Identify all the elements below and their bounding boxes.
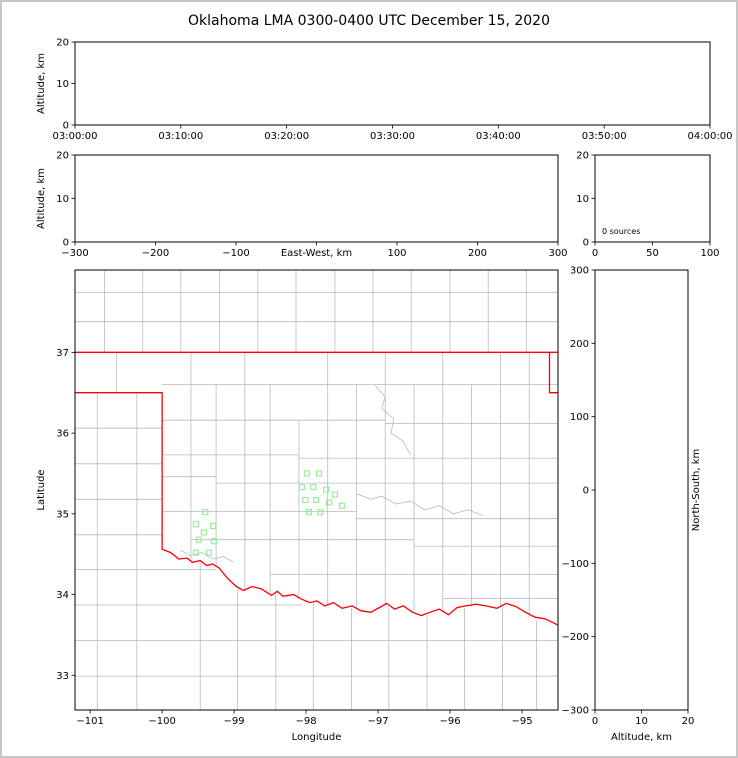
station-marker	[331, 491, 338, 498]
y-tick-label: 0	[583, 238, 589, 249]
x-tick-label: 03:30:00	[370, 131, 415, 142]
station-marker	[192, 549, 199, 556]
station-marker	[202, 509, 209, 516]
x-tick-label: −300	[61, 248, 88, 259]
x-tick-label: −96	[439, 716, 460, 727]
panel-ns-height: 0 10 20 300 200 100 0 −100 −200 −300 Altitude, km N…	[562, 266, 702, 744]
x-tick-label: 0	[592, 248, 598, 259]
x-tick-label: 50	[646, 248, 659, 259]
x-tick-label: 03:20:00	[264, 131, 309, 142]
x-tick-label: −100	[222, 248, 249, 259]
y-tick-label: 37	[56, 348, 69, 359]
county-boundary	[356, 493, 483, 516]
figure-title: Oklahoma LMA 0300-0400 UTC December 15, …	[188, 13, 550, 29]
y-tick-label: 10	[56, 79, 69, 90]
x-tick-label: 20	[682, 716, 695, 727]
x-tick-label: −95	[511, 716, 532, 727]
map-layers	[75, 270, 558, 710]
source-count-annotation: 0 sources	[602, 227, 640, 236]
axes-frame	[74, 41, 711, 126]
station-marker	[313, 497, 320, 504]
x-axis-label: East-West, km	[281, 248, 352, 259]
x-tick-label: 200	[468, 248, 487, 259]
y-axis-label: Latitude	[36, 469, 47, 510]
axes-frame	[74, 154, 559, 243]
station-marker	[326, 499, 333, 506]
station-marker	[210, 522, 217, 529]
state-boundary	[548, 352, 558, 394]
y-tick-label: 33	[56, 671, 69, 682]
y-tick-label: −300	[562, 706, 589, 717]
y-tick-label: −200	[562, 632, 589, 643]
y-axis-label: Altitude, km	[36, 53, 47, 114]
station-marker	[323, 486, 330, 493]
y-tick-label: −100	[562, 559, 589, 570]
panel-time-height: 03:00:00 03:10:00 03:20:00 03:30:00 03:40:00…	[36, 38, 732, 143]
x-tick-label: −99	[224, 716, 245, 727]
station-marker	[192, 521, 199, 528]
y-tick-label: 300	[570, 266, 589, 277]
x-tick-label: 100	[700, 248, 719, 259]
y-tick-label: 20	[56, 151, 69, 162]
y-tick-label: 36	[56, 429, 69, 440]
station-marker	[317, 509, 324, 516]
y-tick-label: 0	[63, 121, 69, 132]
x-tick-label: −101	[76, 716, 103, 727]
station-marker	[310, 484, 317, 491]
station-marker	[205, 549, 212, 556]
y-tick-label: 10	[56, 194, 69, 205]
x-tick-label: −100	[148, 716, 175, 727]
y-axis-label: North-South, km	[691, 449, 702, 532]
station-marker	[298, 484, 305, 491]
station-marker	[210, 538, 217, 545]
x-axis-label: Longitude	[292, 732, 342, 743]
y-tick-label: 200	[570, 339, 589, 350]
x-tick-label: 0	[592, 716, 598, 727]
y-tick-label: 34	[56, 590, 69, 601]
x-tick-label: 03:40:00	[476, 131, 521, 142]
y-tick-label: 20	[576, 151, 589, 162]
x-tick-label: −97	[367, 716, 388, 727]
station-marker	[195, 536, 202, 543]
x-tick-label: 03:00:00	[53, 131, 98, 142]
y-tick-label: 0	[583, 486, 589, 497]
x-tick-label: −200	[142, 248, 169, 259]
y-tick-label: 10	[576, 194, 589, 205]
station-marker	[305, 509, 312, 516]
y-tick-label: 100	[570, 412, 589, 423]
x-tick-label: 03:50:00	[582, 131, 627, 142]
county-boundary	[374, 384, 411, 456]
panel-source-histogram: 0 50 100 0 10 20 0 sources	[576, 151, 719, 260]
station-marker	[315, 470, 323, 477]
panel-ew-height: −300 −200 −100 100 200 300 0 10 20 East-West, km A…	[36, 151, 568, 260]
x-tick-label: 04:00:00	[688, 131, 733, 142]
panel-plan-view-map: −101 −100 −99 −98 −97 −96 −95 33 34 35 36 37 Longitu…	[36, 269, 559, 743]
axes-frame	[594, 269, 689, 711]
x-tick-label: 03:10:00	[158, 131, 203, 142]
x-tick-label: 10	[635, 716, 648, 727]
station-marker	[303, 470, 310, 477]
y-tick-label: 20	[56, 38, 69, 49]
station-marker	[302, 497, 309, 504]
x-tick-label: 300	[548, 248, 567, 259]
y-axis-label: Altitude, km	[36, 168, 47, 229]
x-axis-label: Altitude, km	[611, 732, 672, 743]
y-tick-label: 0	[63, 238, 69, 249]
state-boundary	[75, 392, 558, 626]
y-tick-label: 35	[56, 509, 69, 520]
axes-frame	[74, 269, 559, 711]
x-tick-label: 100	[387, 248, 406, 259]
x-tick-label: −98	[296, 716, 317, 727]
county-boundary	[179, 549, 235, 563]
station-marker	[339, 502, 346, 509]
station-marker	[200, 529, 207, 536]
